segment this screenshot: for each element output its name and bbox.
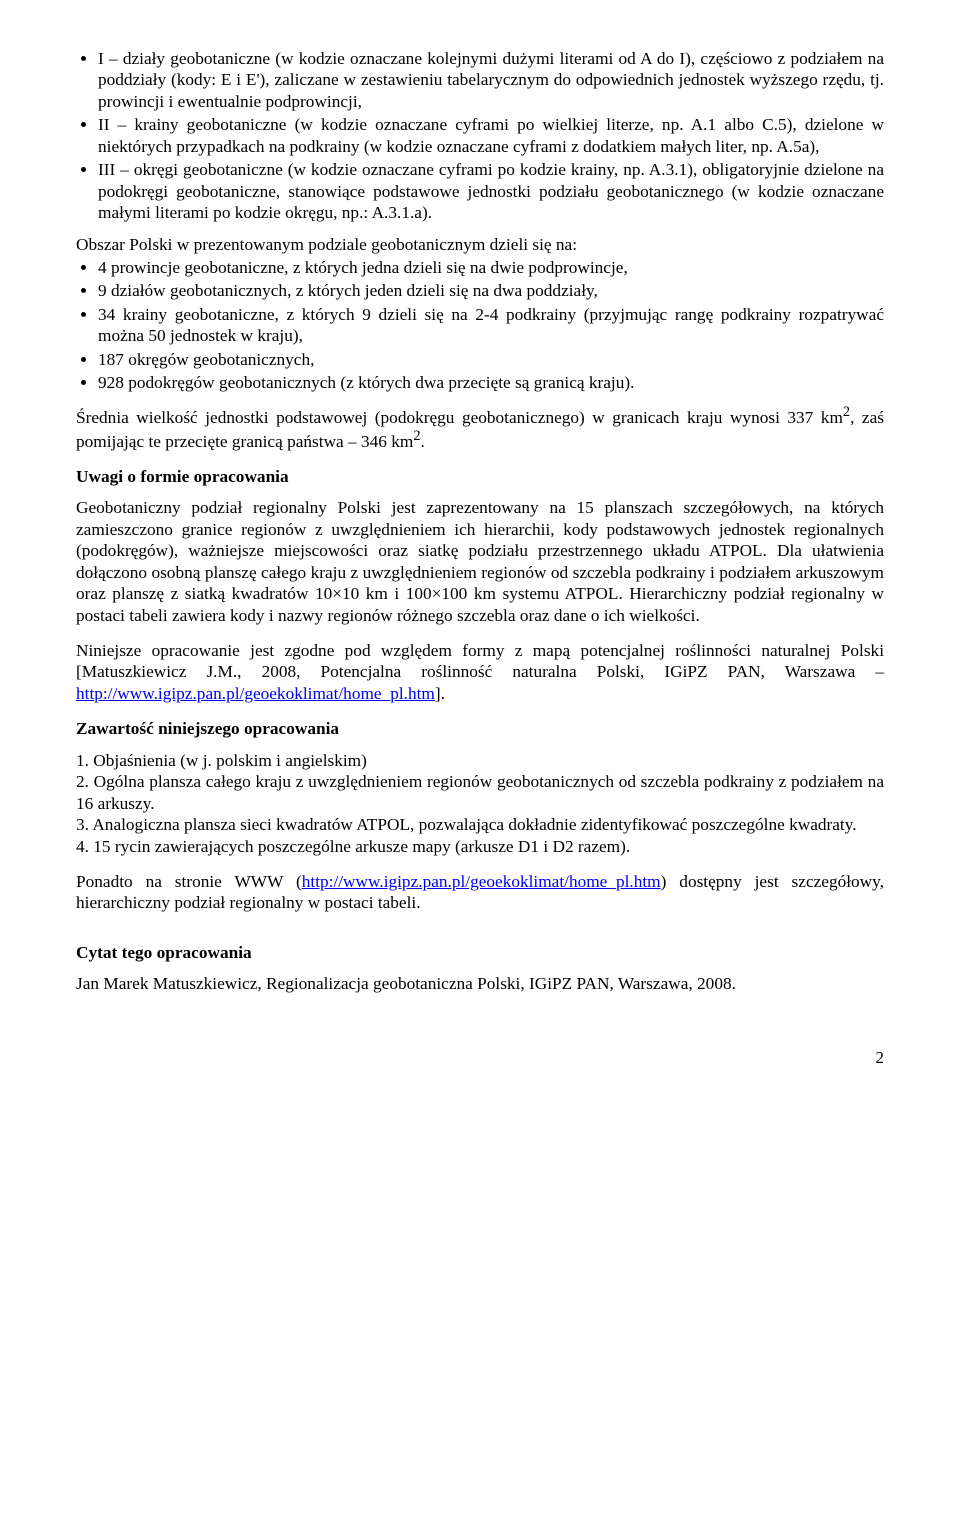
heading-citation: Cytat tego opracowania bbox=[76, 942, 884, 963]
contents-item: 2. Ogólna plansza całego kraju z uwzględ… bbox=[76, 771, 884, 814]
bullet-item: I – działy geobotaniczne (w kodzie oznac… bbox=[98, 48, 884, 112]
bullet-item: 187 okręgów geobotanicznych, bbox=[98, 349, 884, 370]
bullet-item: 928 podokręgów geobotanicznych (z któryc… bbox=[98, 372, 884, 393]
text-span: Niniejsze opracowanie jest zgodne pod wz… bbox=[76, 641, 884, 681]
bullet-item: 34 krainy geobotaniczne, z których 9 dzi… bbox=[98, 304, 884, 347]
bullet-item: III – okręgi geobotaniczne (w kodzie ozn… bbox=[98, 159, 884, 223]
bullet-item: 4 prowincje geobotaniczne, z których jed… bbox=[98, 257, 884, 278]
paragraph-citation: Jan Marek Matuszkiewicz, Regionalizacja … bbox=[76, 973, 884, 994]
paragraph-intro-division: Obszar Polski w prezentowanym podziale g… bbox=[76, 234, 884, 255]
contents-list: 1. Objaśnienia (w j. polskim i angielski… bbox=[76, 750, 884, 857]
paragraph-www-info: Ponadto na stronie WWW (http://www.igipz… bbox=[76, 871, 884, 914]
page-content: I – działy geobotaniczne (w kodzie oznac… bbox=[0, 0, 960, 1108]
bullet-item: 9 działów geobotanicznych, z których jed… bbox=[98, 280, 884, 301]
contents-item: 1. Objaśnienia (w j. polskim i angielski… bbox=[76, 750, 884, 771]
text-span: Średnia wielkość jednostki podstawowej (… bbox=[76, 407, 843, 426]
heading-form-notes: Uwagi o formie opracowania bbox=[76, 466, 884, 487]
text-span: ]. bbox=[435, 684, 445, 703]
link-igipz-1[interactable]: http://www.igipz.pan.pl/geoekoklimat/hom… bbox=[76, 684, 435, 703]
paragraph-average-size: Średnia wielkość jednostki podstawowej (… bbox=[76, 404, 884, 452]
paragraph-form-description: Geobotaniczny podział regionalny Polski … bbox=[76, 497, 884, 626]
text-span: Ponadto na stronie WWW ( bbox=[76, 872, 302, 891]
page-number: 2 bbox=[76, 1047, 884, 1068]
bullet-list-counts: 4 prowincje geobotaniczne, z których jed… bbox=[76, 257, 884, 394]
text-span: . bbox=[421, 432, 425, 451]
superscript: 2 bbox=[843, 404, 850, 420]
bullet-item: II – krainy geobotaniczne (w kodzie ozna… bbox=[98, 114, 884, 157]
superscript: 2 bbox=[413, 428, 420, 444]
contents-item: 3. Analogiczna plansza sieci kwadratów A… bbox=[76, 814, 884, 835]
contents-item: 4. 15 rycin zawierających poszczególne a… bbox=[76, 836, 884, 857]
bullet-list-hierarchy: I – działy geobotaniczne (w kodzie oznac… bbox=[76, 48, 884, 224]
paragraph-compatibility: Niniejsze opracowanie jest zgodne pod wz… bbox=[76, 640, 884, 704]
link-igipz-2[interactable]: http://www.igipz.pan.pl/geoekoklimat/hom… bbox=[302, 872, 661, 891]
heading-contents: Zawartość niniejszego opracowania bbox=[76, 718, 884, 739]
